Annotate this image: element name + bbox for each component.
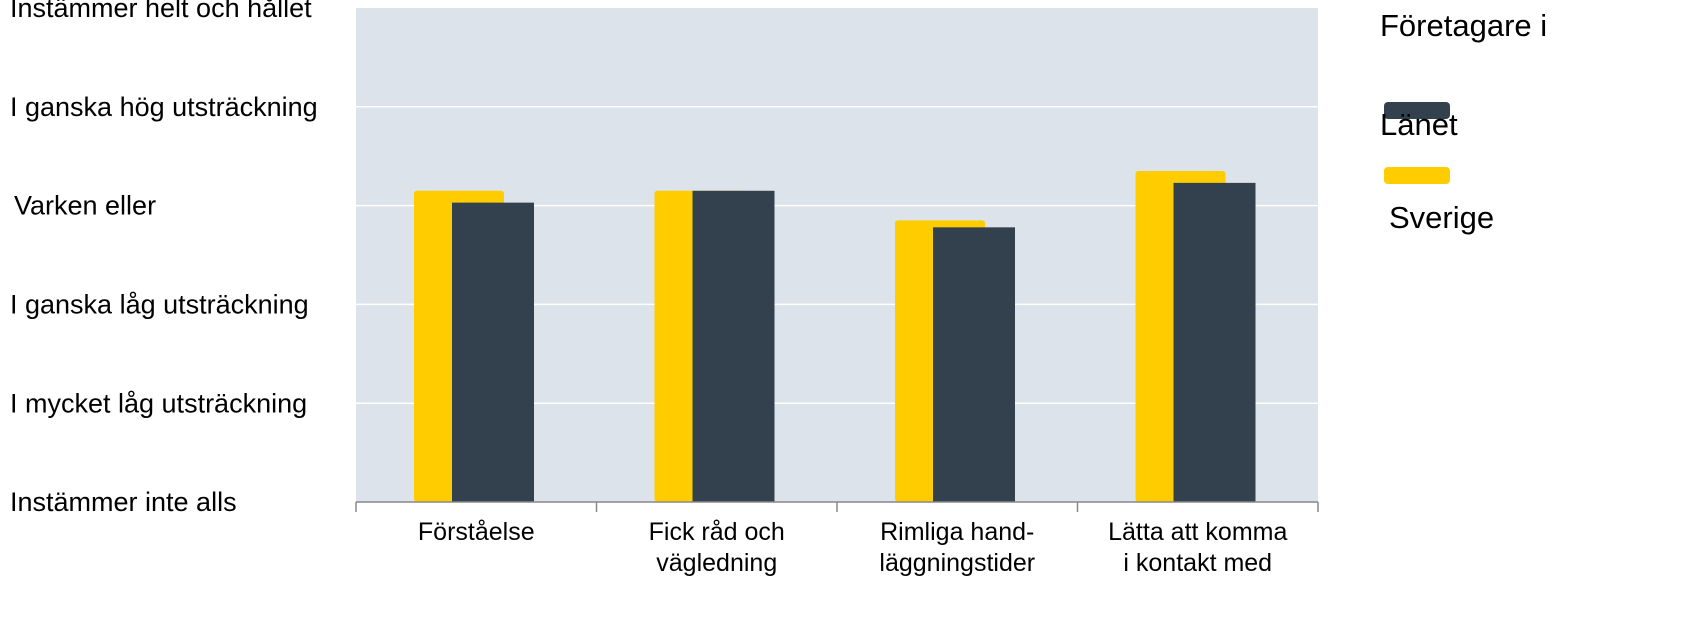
x-tick-label: läggningstider bbox=[879, 549, 1035, 577]
x-tick-label: Rimliga hand- bbox=[880, 518, 1034, 546]
y-tick-label: Instämmer inte alls bbox=[10, 487, 237, 517]
bar-lanet bbox=[692, 190, 775, 502]
bars bbox=[414, 171, 1256, 503]
x-tick-label: Förståelse bbox=[418, 518, 535, 546]
bar-lanet bbox=[452, 202, 534, 503]
y-tick-label: Varken eller bbox=[14, 191, 156, 221]
bar-lanet bbox=[933, 227, 1015, 502]
y-axis-tick-labels: Instämmer inte alls I mycket låg utsträck… bbox=[10, 0, 318, 517]
legend-swatch bbox=[1384, 102, 1450, 119]
legend: Företagare i Länet Sverige bbox=[1380, 8, 1547, 235]
x-tick-label: Fick råd och bbox=[649, 518, 785, 546]
y-tick-label: I mycket låg utsträckning bbox=[10, 388, 307, 418]
x-tick-label: i kontakt med bbox=[1123, 549, 1272, 577]
y-tick-label: Instämmer helt och hållet bbox=[10, 0, 312, 23]
y-tick-label: I ganska hög utsträckning bbox=[10, 92, 318, 122]
legend-entries: Länet Sverige bbox=[1380, 102, 1494, 235]
legend-label: Sverige bbox=[1389, 200, 1494, 235]
y-tick-label: I ganska låg utsträckning bbox=[10, 290, 309, 320]
legend-title: Företagare i bbox=[1380, 8, 1547, 43]
x-tick-label: Lätta att komma bbox=[1108, 518, 1287, 546]
x-axis bbox=[355, 501, 1319, 512]
bar-lanet bbox=[1173, 182, 1256, 502]
x-tick-label: vägledning bbox=[656, 549, 777, 577]
legend-swatch bbox=[1384, 167, 1450, 184]
x-axis-tick-labels: Förståelse Fick råd och vägledning Rimliga … bbox=[418, 518, 1288, 577]
legend-label: Länet bbox=[1380, 107, 1458, 142]
